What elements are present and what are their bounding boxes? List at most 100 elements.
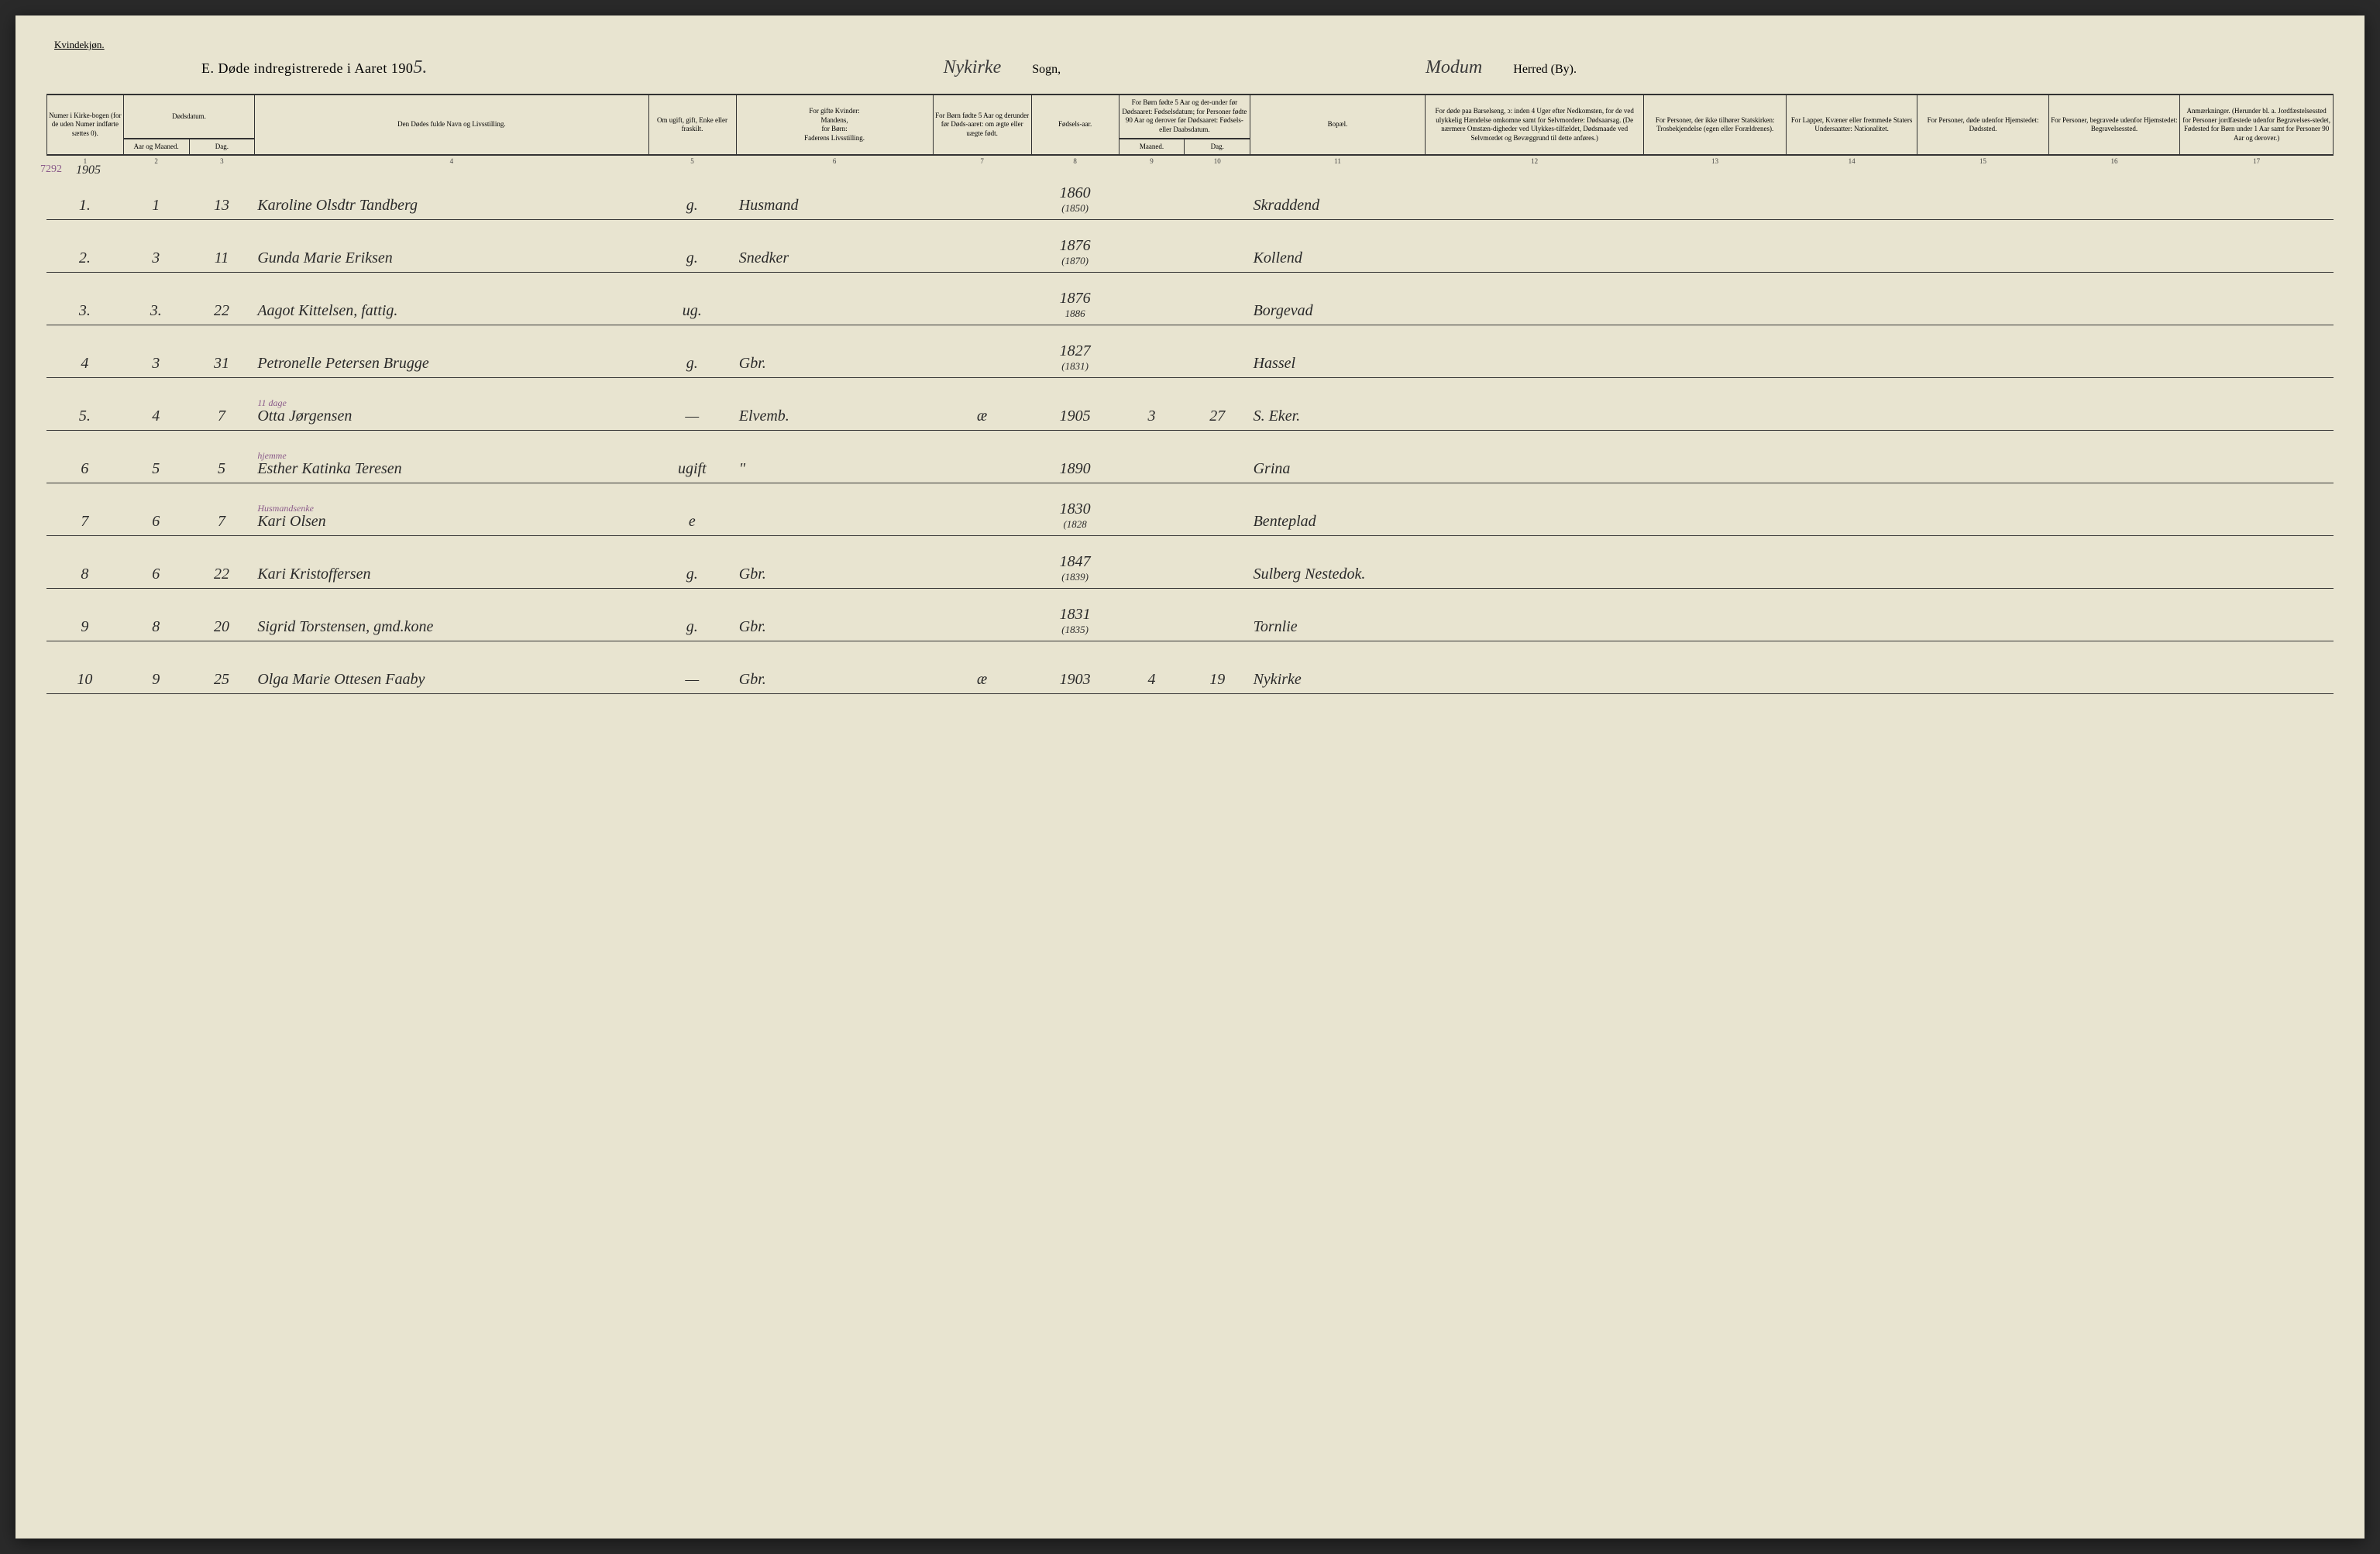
cell-value: g. <box>686 197 698 214</box>
cell <box>1185 167 1250 219</box>
h2b: Dag. <box>189 139 255 156</box>
cell: 1903 <box>1031 641 1119 693</box>
cell <box>933 325 1031 377</box>
cell <box>2049 219 2180 272</box>
cell: 22 <box>189 272 255 325</box>
cell-subvalue: (1870) <box>1034 255 1116 267</box>
cell-value: 6 <box>81 460 88 477</box>
cell: HusmandsenkeKari Olsen <box>254 483 648 535</box>
h7: For Børn fødte 5 Aar og derunder før Død… <box>933 95 1031 155</box>
cell <box>2180 535 2334 588</box>
annotation: Husmandsenke <box>257 505 645 513</box>
cell: hjemmeEsther Katinka Teresen <box>254 430 648 483</box>
cell <box>933 535 1031 588</box>
cell-value: 4 <box>152 407 160 425</box>
cell <box>1787 483 1917 535</box>
cell <box>1185 219 1250 272</box>
annotation: 11 dage <box>257 400 645 407</box>
cell <box>1787 219 1917 272</box>
h2-top: Dødsdatum. <box>123 95 254 139</box>
coln: 2 <box>123 155 189 167</box>
cell: 1847(1839) <box>1031 535 1119 588</box>
cell <box>2180 377 2334 430</box>
cell <box>2049 272 2180 325</box>
cell <box>1426 219 1644 272</box>
cell-value: Snedker <box>739 249 789 266</box>
cell-value: Nykirke <box>1254 671 1302 688</box>
title-row: E. Døde indregistrerede i Aaret 1905. Ny… <box>46 57 2334 78</box>
cell-value: 20 <box>214 618 229 635</box>
cell: Petronelle Petersen Brugge <box>254 325 648 377</box>
cell <box>1426 535 1644 588</box>
cell-value: Aagot Kittelsen, fattig. <box>257 302 397 319</box>
cell-value: Gbr. <box>739 355 766 372</box>
cell-value: 5 <box>152 460 160 477</box>
coln: 8 <box>1031 155 1119 167</box>
cell <box>1644 535 1787 588</box>
cell <box>1917 167 2048 219</box>
h1: Numer i Kirke-bogen (for de uden Numer i… <box>47 95 124 155</box>
cell <box>933 219 1031 272</box>
cell: 8 <box>123 588 189 641</box>
cell: Karoline Olsdtr Tandberg <box>254 167 648 219</box>
cell: g. <box>648 588 736 641</box>
cell-value: e <box>689 513 696 530</box>
cell <box>1426 272 1644 325</box>
cell <box>1644 219 1787 272</box>
coln: 13 <box>1644 155 1787 167</box>
cell: 27 <box>1185 377 1250 430</box>
cell: 6 <box>123 535 189 588</box>
cell <box>736 272 933 325</box>
cell-value: Elvemb. <box>739 407 789 425</box>
cell: Kollend <box>1250 219 1426 272</box>
h6: For gifte Kvinder: Mandens, for Børn: Fa… <box>736 95 933 155</box>
h17: Anmærkninger. (Herunder bl. a. Jordfæste… <box>2180 95 2334 155</box>
table-row: 1.113Karoline Olsdtr Tandbergg.Husmand18… <box>46 167 2334 219</box>
table-row: 655hjemmeEsther Katinka Teresenugift"189… <box>46 430 2334 483</box>
cell: g. <box>648 325 736 377</box>
cell <box>1644 588 1787 641</box>
cell-value: Kari Kristoffersen <box>257 566 370 583</box>
h12: For døde paa Barselseng, ɔ: inden 4 Uger… <box>1425 95 1643 155</box>
cell <box>1185 430 1250 483</box>
cell-value: ugift <box>678 460 707 477</box>
h15: For Personer, døde udenfor Hjemstedet: D… <box>1917 95 2048 155</box>
cell <box>1119 430 1185 483</box>
cell <box>1787 588 1917 641</box>
cell-value: 6 <box>152 566 160 583</box>
cell <box>2049 483 2180 535</box>
cell <box>1644 272 1787 325</box>
cell-value: Borgevad <box>1254 302 1313 319</box>
cell: Snedker <box>736 219 933 272</box>
cell-value: 2. <box>79 249 91 266</box>
cell: g. <box>648 167 736 219</box>
cell-value: 1903 <box>1060 671 1091 688</box>
cell-value: Kari Olsen <box>257 513 325 530</box>
cell-value: " <box>739 460 745 477</box>
coln: 9 <box>1119 155 1185 167</box>
sogn-label: Sogn, <box>1032 63 1061 77</box>
cell: 18761886 <box>1031 272 1119 325</box>
cell: g. <box>648 535 736 588</box>
cell-value: 1 <box>152 197 160 214</box>
cell <box>2180 483 2334 535</box>
annotation: hjemme <box>257 452 645 460</box>
margin-note: 7292 <box>40 165 62 174</box>
cell <box>2180 588 2334 641</box>
coln: 14 <box>1786 155 1917 167</box>
cell <box>933 167 1031 219</box>
cell <box>2180 219 2334 272</box>
cell <box>1185 483 1250 535</box>
cell-value: Gbr. <box>739 566 766 583</box>
cell-value: Skraddend <box>1254 197 1320 214</box>
cell <box>2180 167 2334 219</box>
cell-value: 5 <box>218 460 225 477</box>
cell: " <box>736 430 933 483</box>
coln: 3 <box>189 155 255 167</box>
cell: 1831(1835) <box>1031 588 1119 641</box>
cell: e <box>648 483 736 535</box>
cell: 8 <box>46 535 123 588</box>
cell <box>2180 641 2334 693</box>
cell <box>1644 483 1787 535</box>
cell-value: 13 <box>214 197 229 214</box>
